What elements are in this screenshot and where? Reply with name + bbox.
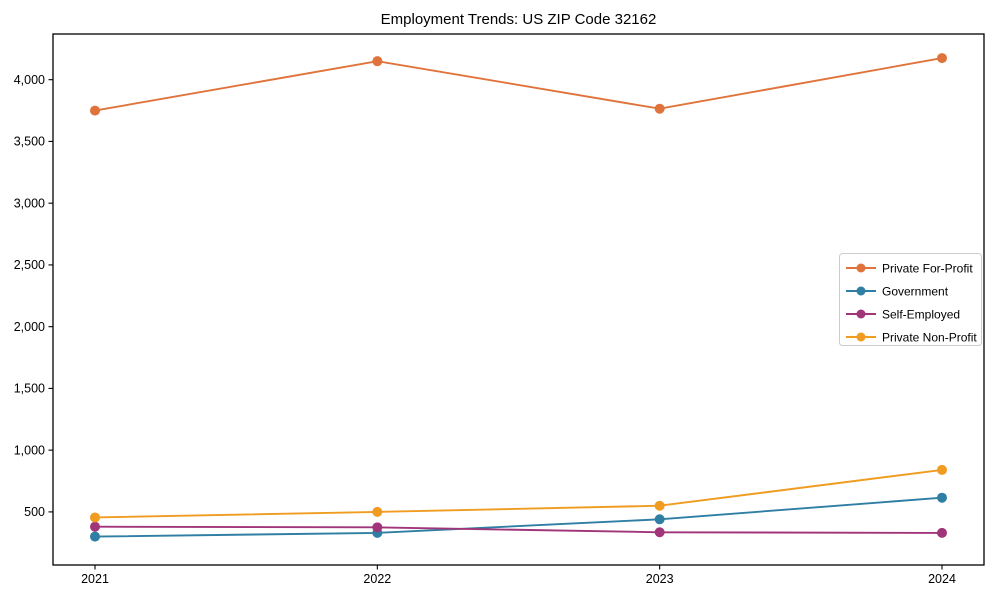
legend-swatch-marker <box>856 332 866 342</box>
series-line-government <box>94 496 943 538</box>
legend-swatch-marker <box>856 286 866 296</box>
y-axis-tick-label: 1,500 <box>14 382 45 396</box>
legend-label: Private For-Profit <box>882 261 973 275</box>
y-axis-tick-label: 2,500 <box>14 258 45 272</box>
y-axis-tick-label: 3,500 <box>14 135 45 149</box>
data-point-marker <box>654 103 665 114</box>
y-axis-tick-label: 1,000 <box>14 443 45 457</box>
axes-frame <box>52 33 985 566</box>
x-axis-tick-label: 2023 <box>646 572 674 586</box>
series-line-private-non-profit <box>94 468 943 519</box>
data-point-marker <box>654 527 665 538</box>
legend-swatch-marker <box>856 309 866 319</box>
data-point-marker <box>90 521 100 532</box>
series-line-private-for-profit <box>94 57 943 112</box>
x-axis-tick-label: 2022 <box>363 572 391 586</box>
data-point-marker <box>90 512 100 523</box>
data-point-marker <box>937 492 947 503</box>
y-axis-tick-label: 500 <box>24 505 45 519</box>
chart-title: Employment Trends: US ZIP Code 32162 <box>380 11 657 28</box>
legend-label: Self-Employed <box>882 307 960 321</box>
data-point-marker <box>90 531 100 542</box>
data-point-marker <box>372 522 383 533</box>
legend-label: Private Non-Profit <box>882 330 977 344</box>
y-axis-tick-label: 2,000 <box>14 320 45 334</box>
data-point-marker <box>372 506 383 517</box>
data-point-marker <box>372 56 383 67</box>
legend-label: Government <box>882 284 949 298</box>
y-axis-tick-label: 3,000 <box>14 196 45 210</box>
data-point-marker <box>654 500 665 511</box>
x-axis-tick-label: 2021 <box>81 572 109 586</box>
legend-swatch-marker <box>856 263 866 273</box>
data-point-marker <box>937 527 947 538</box>
data-point-marker <box>90 105 100 116</box>
y-axis-tick-label: 4,000 <box>14 73 45 87</box>
data-point-marker <box>654 514 665 525</box>
data-point-marker <box>937 53 947 64</box>
data-point-marker <box>937 464 947 475</box>
legend-box <box>839 253 982 346</box>
series-line-self-employed <box>94 525 943 534</box>
x-axis-tick-label: 2024 <box>928 572 956 586</box>
